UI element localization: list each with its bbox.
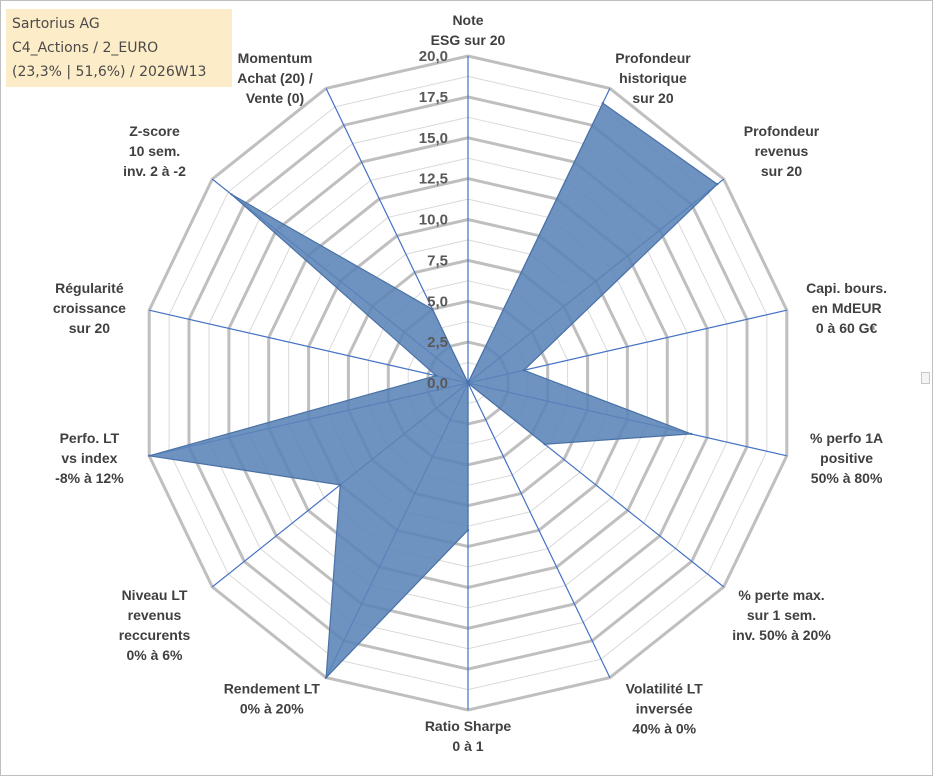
tick-label: 15,0 — [419, 130, 448, 147]
axis-label-line: 0 à 1 — [452, 738, 483, 754]
data-point — [466, 528, 470, 532]
data-point — [601, 101, 604, 105]
axis-label-line: Profondeur — [744, 123, 820, 139]
axis-spoke — [149, 309, 469, 384]
info-company: Sartorius AG — [12, 16, 100, 32]
data-point — [543, 443, 546, 446]
axis-label-line: Volatilité LT — [626, 681, 704, 697]
axis-label-line: inversée — [636, 701, 693, 717]
axis-label: Perfo. LT vs index -8% à 12% — [55, 430, 124, 486]
info-box: Sartorius AG C4_Actions / 2_EURO (23,3% … — [6, 9, 232, 87]
data-point — [230, 193, 233, 196]
data-point — [466, 381, 470, 385]
axis-label-line: inv. 50% à 20% — [732, 627, 831, 643]
tick-label: 7,5 — [427, 252, 448, 269]
info-stats: (23,3% | 51,6%) / 2026W13 — [12, 64, 207, 80]
info-portfolio: C4_Actions / 2_EURO — [12, 40, 159, 56]
axis-label-line: sur 1 sem. — [747, 607, 816, 623]
axis-label: Niveau LT revenus reccurents 0% à 6% — [119, 587, 191, 663]
axis-label: Capi. bours. en MdEUR 0 à 60 G€ — [806, 280, 887, 336]
tick-label: 12,5 — [419, 171, 448, 188]
axis-label-line: Z-score — [129, 123, 180, 139]
axis-label-line: sur 20 — [632, 90, 673, 106]
data-point — [148, 454, 151, 457]
tick-label: 20,0 — [419, 48, 448, 65]
axis-label-line: 40% à 0% — [632, 721, 696, 737]
data-point — [690, 432, 693, 436]
axis-label: Volatilité LT inversée 40% à 0% — [626, 681, 704, 737]
axis-label-line: 0 à 60 G€ — [816, 320, 878, 336]
data-point — [324, 676, 328, 679]
axis-label-line: 0% à 6% — [126, 647, 183, 663]
axis-label-line: Vente (0) — [246, 90, 304, 106]
axis-label-line: inv. 2 à -2 — [123, 163, 186, 179]
axis-label-line: historique — [619, 70, 687, 86]
scroll-handle[interactable] — [921, 372, 930, 384]
axis-label-line: Capi. bours. — [806, 280, 887, 296]
tick-label: 0,0 — [427, 375, 448, 392]
data-point — [434, 374, 438, 377]
axis-label-line: revenus — [128, 607, 182, 623]
axis-label-line: -8% à 12% — [55, 470, 124, 486]
axis-label-line: sur 20 — [69, 320, 110, 336]
tick-label: 10,0 — [419, 212, 448, 229]
axis-label-line: Ratio Sharpe — [425, 718, 512, 734]
axis-label: Ratio Sharpe 0 à 1 — [425, 718, 512, 754]
axis-label-line: Rendement LT — [224, 681, 321, 697]
axis-label-line: Momentum — [238, 50, 313, 66]
axis-label-line: Niveau LT — [122, 587, 188, 603]
axis-label-line: Régularité — [55, 280, 124, 296]
axis-label-line: ESG sur 20 — [431, 32, 506, 48]
axis-label: Momentum Achat (20) / Vente (0) — [237, 50, 313, 106]
data-point — [431, 308, 434, 311]
axis-label-line: positive — [820, 450, 873, 466]
axis-label-line: sur 20 — [761, 163, 802, 179]
axis-label-line: 50% à 80% — [811, 470, 883, 486]
tick-label: 5,0 — [427, 293, 448, 310]
axis-label: Profondeur historique sur 20 — [615, 50, 691, 106]
axis-label-line: 0% à 20% — [240, 701, 304, 717]
axis-label: Profondeur revenus sur 20 — [744, 123, 820, 179]
axis-label-line: reccurents — [119, 627, 191, 643]
axis-spoke — [467, 382, 611, 678]
axis-label-line: % perte max. — [738, 587, 824, 603]
axis-label-line: Achat (20) / — [237, 70, 313, 86]
axis-label-line: % perfo 1A — [810, 430, 883, 446]
data-point — [339, 483, 342, 487]
axis-label-line: vs index — [61, 450, 117, 466]
axis-label: Note ESG sur 20 — [431, 12, 506, 48]
axis-label: Régularité croissance sur 20 — [53, 280, 126, 336]
tick-label: 17,5 — [419, 89, 448, 106]
axis-label-line: Note — [452, 12, 483, 28]
data-point — [716, 183, 719, 186]
axis-label: % perfo 1A positive 50% à 80% — [810, 430, 883, 486]
tick-label: 2,5 — [427, 334, 448, 351]
axis-label: % perte max. sur 1 sem. inv. 50% à 20% — [732, 587, 831, 643]
axis-label: Rendement LT 0% à 20% — [224, 681, 321, 717]
axis-label: Z-score 10 sem. inv. 2 à -2 — [123, 123, 186, 179]
axis-label-line: 10 sem. — [129, 143, 180, 159]
axis-label-line: revenus — [755, 143, 809, 159]
axis-label-line: croissance — [53, 300, 126, 316]
axis-label-line: Perfo. LT — [60, 430, 120, 446]
axis-label-line: en MdEUR — [812, 300, 882, 316]
axis-label-line: Profondeur — [615, 50, 691, 66]
data-point — [522, 369, 525, 372]
